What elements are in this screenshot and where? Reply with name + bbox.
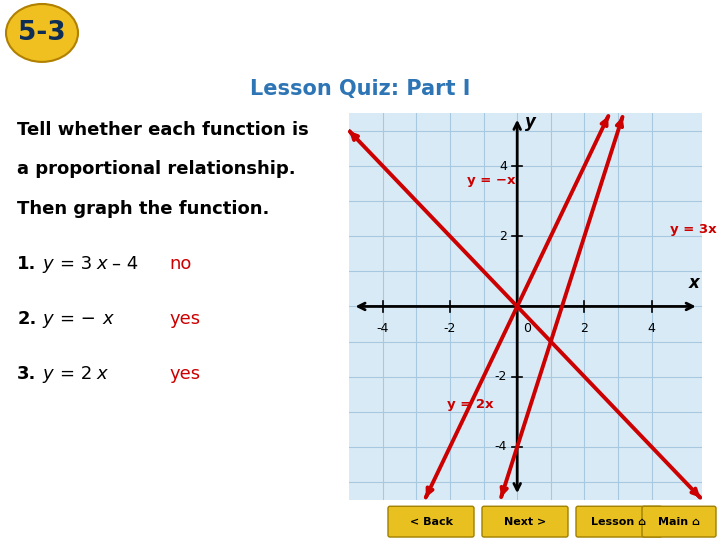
Text: 0: 0	[523, 322, 531, 335]
Text: y = 2x: y = 2x	[447, 398, 494, 411]
Text: – 4: – 4	[112, 255, 138, 273]
Text: = 2: = 2	[60, 365, 92, 383]
Text: 3.: 3.	[17, 365, 37, 383]
Ellipse shape	[6, 4, 78, 62]
Text: -2: -2	[495, 370, 507, 383]
Text: -4: -4	[377, 322, 389, 335]
Text: 4: 4	[499, 159, 507, 173]
FancyBboxPatch shape	[576, 507, 662, 537]
FancyBboxPatch shape	[642, 507, 716, 537]
FancyBboxPatch shape	[388, 507, 474, 537]
Text: © HOLT McDOUGAL, All Rights Reserved: © HOLT McDOUGAL, All Rights Reserved	[8, 517, 218, 527]
Text: Main ⌂: Main ⌂	[658, 517, 700, 527]
Text: y = 3x – 4: y = 3x – 4	[670, 222, 720, 236]
Text: y: y	[42, 255, 53, 273]
Text: y: y	[525, 113, 536, 131]
Text: 5-3: 5-3	[18, 20, 66, 46]
Text: a proportional relationship.: a proportional relationship.	[17, 160, 296, 178]
Text: = 3: = 3	[60, 255, 92, 273]
Text: = −: = −	[60, 310, 96, 328]
Text: 2: 2	[580, 322, 588, 335]
Text: 1.: 1.	[17, 255, 37, 273]
Text: Tell whether each function is: Tell whether each function is	[17, 121, 309, 139]
Text: y: y	[42, 365, 53, 383]
Text: 4: 4	[648, 322, 655, 335]
Text: < Back: < Back	[410, 517, 452, 527]
Text: -2: -2	[444, 322, 456, 335]
Text: Next >: Next >	[504, 517, 546, 527]
Text: Graphing Proportional Relationships: Graphing Proportional Relationships	[100, 19, 700, 47]
Text: y = −x: y = −x	[467, 173, 516, 187]
Text: Then graph the function.: Then graph the function.	[17, 200, 269, 218]
Text: 2: 2	[499, 230, 507, 243]
Text: x: x	[96, 255, 107, 273]
Text: y: y	[42, 310, 53, 328]
Text: x: x	[688, 274, 699, 293]
Text: -4: -4	[495, 440, 507, 454]
Text: Lesson Quiz: Part I: Lesson Quiz: Part I	[250, 79, 470, 99]
Text: x: x	[96, 365, 107, 383]
FancyBboxPatch shape	[482, 507, 568, 537]
Text: 2.: 2.	[17, 310, 37, 328]
Text: Lesson ⌂: Lesson ⌂	[591, 517, 647, 527]
Text: no: no	[169, 255, 192, 273]
Text: yes: yes	[169, 365, 200, 383]
Text: yes: yes	[169, 310, 200, 328]
Text: x: x	[103, 310, 113, 328]
